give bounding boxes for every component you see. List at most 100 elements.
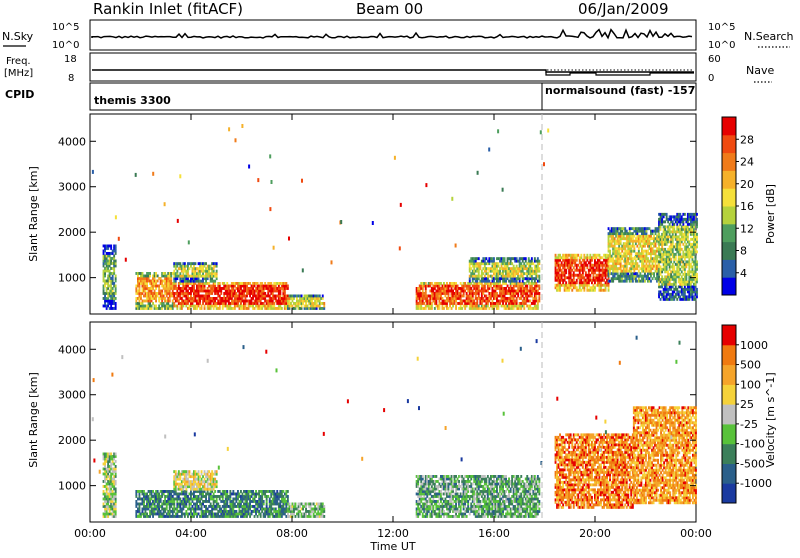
data-cell	[644, 245, 646, 248]
data-cell	[681, 215, 683, 218]
data-cell	[448, 287, 450, 290]
data-cell	[178, 285, 180, 288]
data-cell	[115, 265, 117, 268]
data-cell	[422, 300, 424, 303]
data-cell	[669, 280, 671, 283]
freq-left-tick-top: 18	[64, 54, 77, 65]
data-cell	[502, 302, 504, 305]
data-cell	[161, 495, 163, 498]
data-cell	[143, 500, 145, 503]
data-cell	[113, 485, 115, 488]
data-cell	[535, 297, 537, 300]
data-cell	[655, 252, 657, 255]
data-cell	[673, 228, 675, 231]
data-cell	[139, 493, 141, 496]
data-cell	[115, 460, 117, 463]
data-speckle	[301, 179, 303, 183]
data-cell	[464, 282, 466, 285]
data-cell	[273, 302, 275, 305]
data-cell	[113, 282, 115, 285]
data-cell	[279, 290, 281, 293]
data-cell	[481, 295, 483, 298]
data-cell	[217, 503, 219, 506]
data-cell	[104, 465, 106, 468]
data-cell	[559, 266, 561, 269]
data-cell	[440, 282, 442, 285]
data-cell	[498, 307, 500, 310]
data-cell	[526, 292, 528, 295]
data-cell	[647, 250, 649, 253]
data-cell	[152, 287, 154, 290]
data-cell	[466, 305, 468, 308]
data-cell	[643, 252, 645, 255]
data-cell	[135, 300, 137, 303]
data-cell	[193, 265, 195, 268]
data-cell	[451, 287, 453, 290]
data-cell	[643, 277, 645, 280]
data-cell	[685, 265, 687, 268]
data-cell	[452, 305, 454, 308]
data-cell	[696, 290, 698, 293]
data-cell	[534, 302, 536, 305]
data-cell	[676, 288, 678, 291]
data-cell	[679, 273, 681, 276]
data-cell	[558, 261, 560, 264]
data-cell	[618, 250, 620, 253]
cpid-label: CPID	[5, 88, 34, 101]
data-cell	[443, 282, 445, 285]
data-cell	[164, 272, 166, 275]
data-cell	[608, 237, 610, 240]
data-cell	[565, 271, 567, 274]
data-cell	[586, 266, 588, 269]
data-cell	[538, 270, 540, 273]
data-cell	[426, 297, 428, 300]
data-cell	[176, 508, 178, 511]
colorbar-tick-label: 16	[740, 200, 754, 213]
data-cell	[319, 295, 321, 298]
data-cell	[571, 264, 573, 267]
data-cell	[580, 279, 582, 282]
data-cell	[482, 292, 484, 295]
data-cell	[190, 292, 192, 295]
data-cell	[522, 275, 524, 278]
data-cell	[679, 250, 681, 253]
data-cell	[273, 305, 275, 308]
data-speckle	[540, 130, 542, 134]
data-cell	[579, 271, 581, 274]
data-cell	[301, 295, 303, 298]
data-cell	[576, 281, 578, 284]
data-cell	[216, 272, 218, 275]
data-cell	[107, 267, 109, 270]
data-cell	[516, 302, 518, 305]
data-speckle	[179, 174, 181, 178]
data-cell	[660, 290, 662, 293]
data-cell	[675, 253, 677, 256]
data-cell	[115, 277, 117, 280]
data-cell	[696, 278, 698, 281]
velocity-plot-area	[92, 336, 697, 518]
data-cell	[684, 270, 686, 273]
data-cell	[115, 280, 117, 283]
data-cell	[103, 252, 105, 255]
data-cell	[115, 245, 117, 248]
data-cell	[672, 233, 674, 236]
data-speckle	[425, 183, 427, 187]
data-cell	[696, 213, 698, 216]
data-cell	[679, 245, 681, 248]
data-cell	[246, 295, 248, 298]
data-cell	[149, 500, 151, 503]
data-cell	[537, 290, 539, 293]
data-cell	[112, 252, 114, 255]
data-cell	[440, 295, 442, 298]
data-cell	[537, 257, 539, 260]
data-cell	[179, 498, 181, 501]
data-cell	[685, 243, 687, 246]
data-speckle	[241, 124, 243, 128]
data-cell	[594, 289, 596, 292]
data-cell	[110, 285, 112, 288]
data-cell	[151, 307, 153, 310]
data-cell	[695, 258, 697, 261]
data-speckle	[477, 171, 479, 175]
data-speckle	[288, 237, 290, 241]
data-cell	[663, 293, 665, 296]
